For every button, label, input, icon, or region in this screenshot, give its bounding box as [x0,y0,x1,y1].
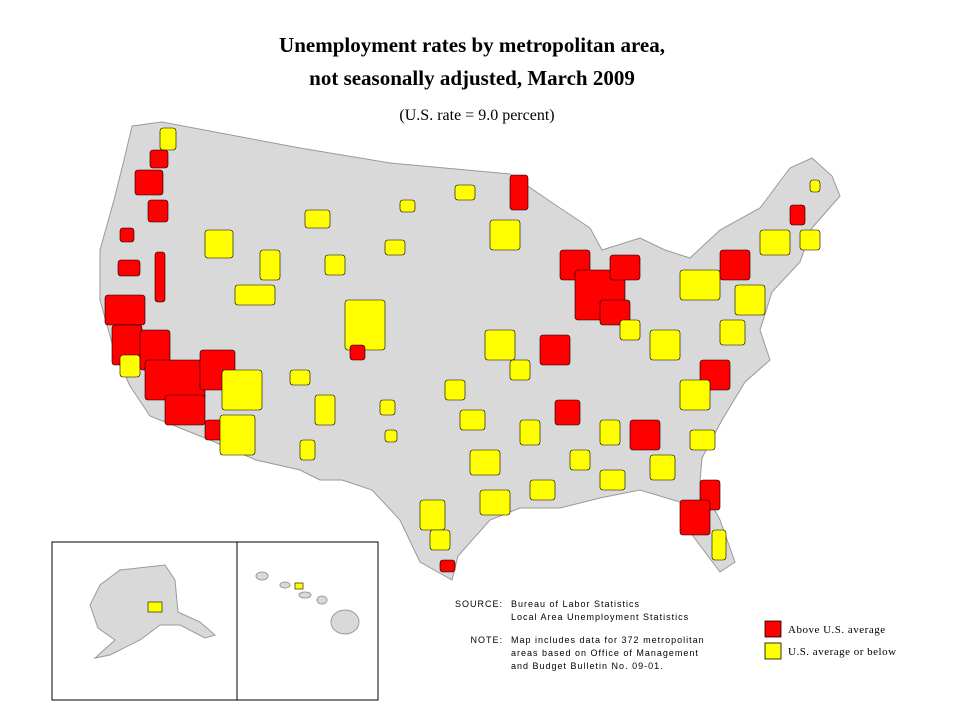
region-mark [554,399,581,426]
region-mark [149,149,169,169]
title-line: Unemployment rates by metropolitan area, [279,33,665,57]
region-mark [539,334,571,366]
region-mark [439,559,456,573]
region-mark [599,299,631,326]
region-mark [619,319,641,341]
region-mark [204,229,234,259]
title-line: not seasonally adjusted, March 2009 [309,66,635,90]
region-mark [484,329,516,361]
region-mark [324,254,346,276]
region-mark [509,359,531,381]
region-mark [399,199,416,213]
region-mark [679,269,721,301]
region-mark [289,369,311,386]
region-mark [384,239,406,256]
region-mark [599,419,621,446]
region-mark [219,414,256,456]
region-mark [719,319,746,346]
region-mark [344,299,386,351]
region-mark [759,229,791,256]
region-mark [221,369,263,411]
region-mark [159,127,177,151]
source-label: SOURCE: [455,599,503,609]
region-mark [119,354,141,378]
region-mark [479,489,511,516]
region-mark [144,359,206,401]
hawaii [255,571,360,635]
note-line: areas based on Office of Management [511,648,699,658]
region-mark [379,399,396,416]
region-mark [809,179,821,193]
region-mark [147,601,163,613]
region-mark [711,529,727,561]
note-line: Map includes data for 372 metropolitan [511,635,705,645]
region-mark [154,251,166,303]
region-mark [134,169,164,196]
region-mark [314,394,336,426]
source-line: Local Area Unemployment Statistics [511,612,689,622]
region-mark [799,229,821,251]
region-mark [147,199,169,223]
region-mark [529,479,556,501]
region-mark [609,254,641,281]
region-mark [164,394,206,426]
region-mark [519,419,541,446]
region-mark [679,379,711,411]
region-mark [569,449,591,471]
region-mark [299,439,316,461]
region-mark [234,284,276,306]
legend-swatch [764,620,782,638]
region-mark [649,454,676,481]
region-mark [119,227,135,243]
note-line: and Budget Bulletin No. 09-01. [511,661,664,671]
legend-label: U.S. average or below [788,646,897,658]
region-mark [459,409,486,431]
region-mark [629,419,661,451]
region-mark [689,429,716,451]
region-mark [719,249,751,281]
region-mark [454,184,476,201]
region-mark [429,529,451,551]
region-mark [304,209,331,229]
region-mark [444,379,466,401]
note-label: NOTE: [470,635,503,645]
region-mark [509,174,529,211]
subtitle: (U.S. rate = 9.0 percent) [399,107,554,124]
region-mark [104,294,146,326]
region-mark [789,204,806,226]
region-mark [734,284,766,316]
region-mark [294,582,304,590]
region-mark [469,449,501,476]
region-mark [489,219,521,251]
region-mark [117,259,141,277]
region-mark [649,329,681,361]
legend-swatch [764,642,782,660]
source-line: Bureau of Labor Statistics [511,599,640,609]
region-mark [259,249,281,281]
region-mark [419,499,446,531]
region-mark [599,469,626,491]
region-mark [384,429,398,443]
region-mark [679,499,711,536]
legend-label: Above U.S. average [788,624,886,636]
region-mark [349,344,366,361]
